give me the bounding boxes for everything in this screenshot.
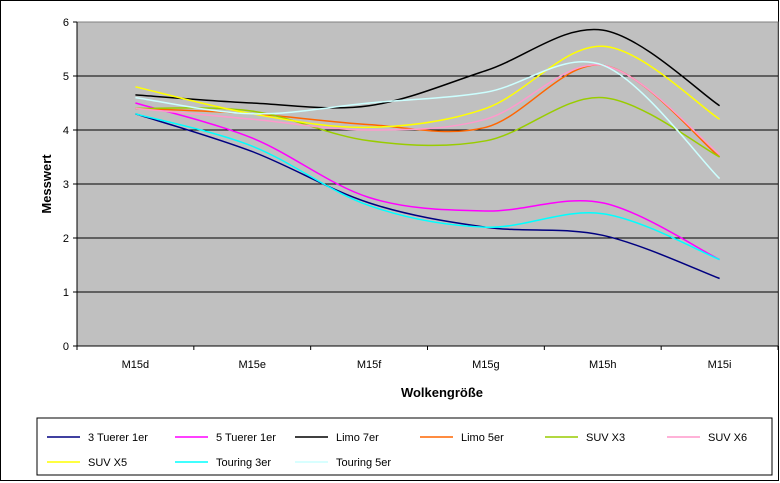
legend-label: 5 Tuerer 1er [216,432,276,444]
legend-label: SUV X3 [586,432,625,444]
x-tick-label: M15e [238,359,266,371]
y-tick-label: 0 [63,341,69,353]
x-tick-label: M15h [589,359,617,371]
y-tick-label: 4 [63,125,69,137]
y-tick-label: 3 [63,179,69,191]
series-line [135,96,720,158]
legend-label: 3 Tuerer 1er [88,432,148,444]
legend-label: SUV X5 [88,457,127,469]
series-line [135,113,720,261]
x-tick-labels: M15d M15e M15f M15g M15h M15i [122,359,732,371]
legend-entries: 3 Tuerer 1er 5 Tuerer 1er Limo 7er Limo 5er… [47,432,747,469]
series-line [135,61,721,180]
x-tick-label: M15g [472,359,500,371]
axes [76,22,779,350]
y-tick-label: 5 [63,71,69,83]
y-tick-label: 2 [63,233,69,245]
series-line [135,102,720,261]
series-line [135,28,721,109]
legend [36,417,773,476]
y-tick-label: 6 [63,17,69,29]
series-line [135,113,720,280]
x-tick-label: M15f [357,359,382,371]
x-tick-label: M15i [708,359,732,371]
legend-label: Touring 5er [336,457,391,469]
x-axis-title: Wolkengröße [401,385,483,400]
legend-label: SUV X6 [708,432,747,444]
series-layer [135,28,721,280]
series-line [135,45,720,129]
legend-label: Limo 5er [461,432,504,444]
x-tick-label: M15d [122,359,150,371]
series-line [135,64,721,155]
legend-label: Touring 3er [216,457,271,469]
y-tick-labels: 0 1 2 3 4 5 6 [63,17,69,353]
y-axis-title: Messwert [39,154,54,214]
legend-label: Limo 7er [336,432,379,444]
y-tick-label: 1 [63,287,69,299]
